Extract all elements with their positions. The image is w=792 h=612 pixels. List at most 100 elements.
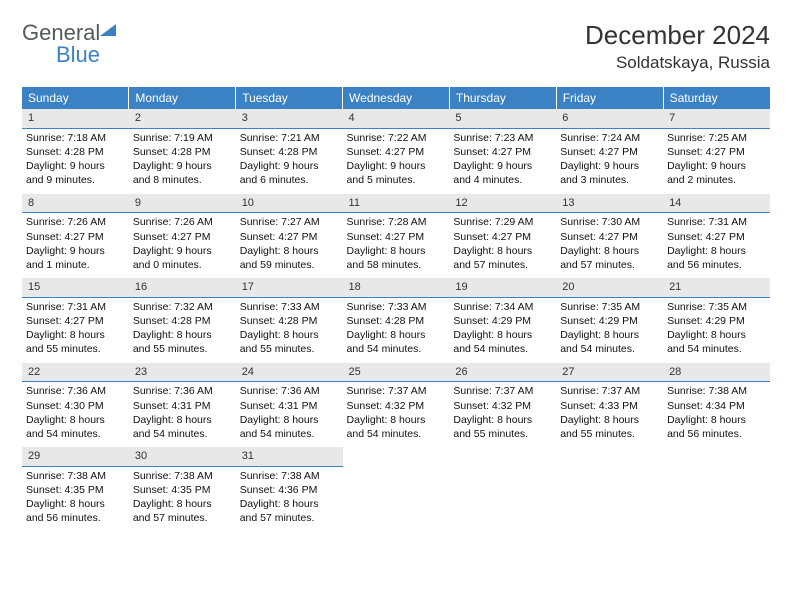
day-body: Sunrise: 7:33 AMSunset: 4:28 PMDaylight:… — [343, 298, 450, 357]
daylight-text: Daylight: 9 hours and 5 minutes. — [347, 159, 446, 187]
calendar-day-cell: 5Sunrise: 7:23 AMSunset: 4:27 PMDaylight… — [449, 109, 556, 194]
sunset-text: Sunset: 4:28 PM — [133, 314, 232, 328]
day-number: 27 — [556, 363, 663, 383]
calendar-day-cell: 29Sunrise: 7:38 AMSunset: 4:35 PMDayligh… — [22, 447, 129, 532]
daylight-text: Daylight: 8 hours and 54 minutes. — [133, 413, 232, 441]
calendar-day-cell: . — [449, 447, 556, 532]
dayheader-tuesday: Tuesday — [236, 87, 343, 109]
daylight-text: Daylight: 9 hours and 2 minutes. — [667, 159, 766, 187]
daylight-text: Daylight: 8 hours and 58 minutes. — [347, 244, 446, 272]
day-number: 7 — [663, 109, 770, 129]
day-number: 18 — [343, 278, 450, 298]
dayheader-saturday: Saturday — [663, 87, 770, 109]
day-body: Sunrise: 7:30 AMSunset: 4:27 PMDaylight:… — [556, 213, 663, 272]
day-body: Sunrise: 7:36 AMSunset: 4:31 PMDaylight:… — [129, 382, 236, 441]
day-number: 9 — [129, 194, 236, 214]
calendar-day-cell: 8Sunrise: 7:26 AMSunset: 4:27 PMDaylight… — [22, 194, 129, 279]
day-body: Sunrise: 7:38 AMSunset: 4:35 PMDaylight:… — [22, 467, 129, 526]
calendar-day-cell: 6Sunrise: 7:24 AMSunset: 4:27 PMDaylight… — [556, 109, 663, 194]
sunrise-text: Sunrise: 7:36 AM — [26, 384, 125, 398]
daylight-text: Daylight: 9 hours and 3 minutes. — [560, 159, 659, 187]
day-number: 15 — [22, 278, 129, 298]
daylight-text: Daylight: 8 hours and 54 minutes. — [560, 328, 659, 356]
day-number: 5 — [449, 109, 556, 129]
day-body: Sunrise: 7:38 AMSunset: 4:35 PMDaylight:… — [129, 467, 236, 526]
calendar-day-cell: 27Sunrise: 7:37 AMSunset: 4:33 PMDayligh… — [556, 363, 663, 448]
sunrise-text: Sunrise: 7:37 AM — [453, 384, 552, 398]
day-number: 23 — [129, 363, 236, 383]
sunrise-text: Sunrise: 7:21 AM — [240, 131, 339, 145]
daylight-text: Daylight: 8 hours and 55 minutes. — [240, 328, 339, 356]
sunrise-text: Sunrise: 7:36 AM — [240, 384, 339, 398]
calendar-day-cell: 21Sunrise: 7:35 AMSunset: 4:29 PMDayligh… — [663, 278, 770, 363]
sunrise-text: Sunrise: 7:37 AM — [560, 384, 659, 398]
day-body: Sunrise: 7:23 AMSunset: 4:27 PMDaylight:… — [449, 129, 556, 188]
sunrise-text: Sunrise: 7:25 AM — [667, 131, 766, 145]
sunset-text: Sunset: 4:32 PM — [347, 399, 446, 413]
day-number: 12 — [449, 194, 556, 214]
calendar-day-cell: 11Sunrise: 7:28 AMSunset: 4:27 PMDayligh… — [343, 194, 450, 279]
sunrise-text: Sunrise: 7:38 AM — [133, 469, 232, 483]
day-number: 25 — [343, 363, 450, 383]
calendar-day-cell: 20Sunrise: 7:35 AMSunset: 4:29 PMDayligh… — [556, 278, 663, 363]
dayheader-friday: Friday — [556, 87, 663, 109]
month-title: December 2024 — [585, 20, 770, 51]
dayheader-monday: Monday — [129, 87, 236, 109]
calendar-day-cell: 14Sunrise: 7:31 AMSunset: 4:27 PMDayligh… — [663, 194, 770, 279]
day-body: Sunrise: 7:36 AMSunset: 4:31 PMDaylight:… — [236, 382, 343, 441]
day-body: Sunrise: 7:38 AMSunset: 4:36 PMDaylight:… — [236, 467, 343, 526]
daylight-text: Daylight: 8 hours and 55 minutes. — [560, 413, 659, 441]
sunrise-text: Sunrise: 7:32 AM — [133, 300, 232, 314]
daylight-text: Daylight: 8 hours and 54 minutes. — [240, 413, 339, 441]
daylight-text: Daylight: 8 hours and 55 minutes. — [453, 413, 552, 441]
calendar-day-cell: 9Sunrise: 7:26 AMSunset: 4:27 PMDaylight… — [129, 194, 236, 279]
daylight-text: Daylight: 9 hours and 4 minutes. — [453, 159, 552, 187]
title-block: December 2024 Soldatskaya, Russia — [585, 20, 770, 73]
day-body: Sunrise: 7:36 AMSunset: 4:30 PMDaylight:… — [22, 382, 129, 441]
sunset-text: Sunset: 4:31 PM — [133, 399, 232, 413]
day-number: 1 — [22, 109, 129, 129]
sunset-text: Sunset: 4:36 PM — [240, 483, 339, 497]
daylight-text: Daylight: 8 hours and 54 minutes. — [347, 328, 446, 356]
sunset-text: Sunset: 4:27 PM — [26, 314, 125, 328]
day-body: Sunrise: 7:22 AMSunset: 4:27 PMDaylight:… — [343, 129, 450, 188]
sunset-text: Sunset: 4:27 PM — [560, 230, 659, 244]
calendar-day-cell: . — [556, 447, 663, 532]
day-body: Sunrise: 7:37 AMSunset: 4:32 PMDaylight:… — [343, 382, 450, 441]
sunset-text: Sunset: 4:29 PM — [453, 314, 552, 328]
daylight-text: Daylight: 8 hours and 59 minutes. — [240, 244, 339, 272]
sunset-text: Sunset: 4:31 PM — [240, 399, 339, 413]
calendar-day-cell: . — [663, 447, 770, 532]
dayheader-sunday: Sunday — [22, 87, 129, 109]
sunrise-text: Sunrise: 7:35 AM — [560, 300, 659, 314]
sunrise-text: Sunrise: 7:26 AM — [26, 215, 125, 229]
calendar-day-cell: 18Sunrise: 7:33 AMSunset: 4:28 PMDayligh… — [343, 278, 450, 363]
day-body: Sunrise: 7:33 AMSunset: 4:28 PMDaylight:… — [236, 298, 343, 357]
day-number: 31 — [236, 447, 343, 467]
daylight-text: Daylight: 8 hours and 54 minutes. — [667, 328, 766, 356]
day-body: Sunrise: 7:38 AMSunset: 4:34 PMDaylight:… — [663, 382, 770, 441]
day-body: Sunrise: 7:31 AMSunset: 4:27 PMDaylight:… — [663, 213, 770, 272]
sunset-text: Sunset: 4:29 PM — [667, 314, 766, 328]
day-body: Sunrise: 7:26 AMSunset: 4:27 PMDaylight:… — [22, 213, 129, 272]
day-number: 4 — [343, 109, 450, 129]
sunset-text: Sunset: 4:28 PM — [133, 145, 232, 159]
daylight-text: Daylight: 8 hours and 54 minutes. — [453, 328, 552, 356]
calendar-day-cell: 4Sunrise: 7:22 AMSunset: 4:27 PMDaylight… — [343, 109, 450, 194]
daylight-text: Daylight: 8 hours and 56 minutes. — [26, 497, 125, 525]
sunset-text: Sunset: 4:28 PM — [240, 314, 339, 328]
day-number: 20 — [556, 278, 663, 298]
sunrise-text: Sunrise: 7:23 AM — [453, 131, 552, 145]
day-body: Sunrise: 7:25 AMSunset: 4:27 PMDaylight:… — [663, 129, 770, 188]
sunrise-text: Sunrise: 7:38 AM — [240, 469, 339, 483]
daylight-text: Daylight: 9 hours and 8 minutes. — [133, 159, 232, 187]
sunrise-text: Sunrise: 7:38 AM — [667, 384, 766, 398]
day-number: 8 — [22, 194, 129, 214]
daylight-text: Daylight: 8 hours and 55 minutes. — [133, 328, 232, 356]
sunrise-text: Sunrise: 7:30 AM — [560, 215, 659, 229]
calendar-day-cell: 3Sunrise: 7:21 AMSunset: 4:28 PMDaylight… — [236, 109, 343, 194]
sunrise-text: Sunrise: 7:33 AM — [347, 300, 446, 314]
day-body: Sunrise: 7:26 AMSunset: 4:27 PMDaylight:… — [129, 213, 236, 272]
header: GeneralBlue December 2024 Soldatskaya, R… — [22, 20, 770, 73]
sunrise-text: Sunrise: 7:37 AM — [347, 384, 446, 398]
